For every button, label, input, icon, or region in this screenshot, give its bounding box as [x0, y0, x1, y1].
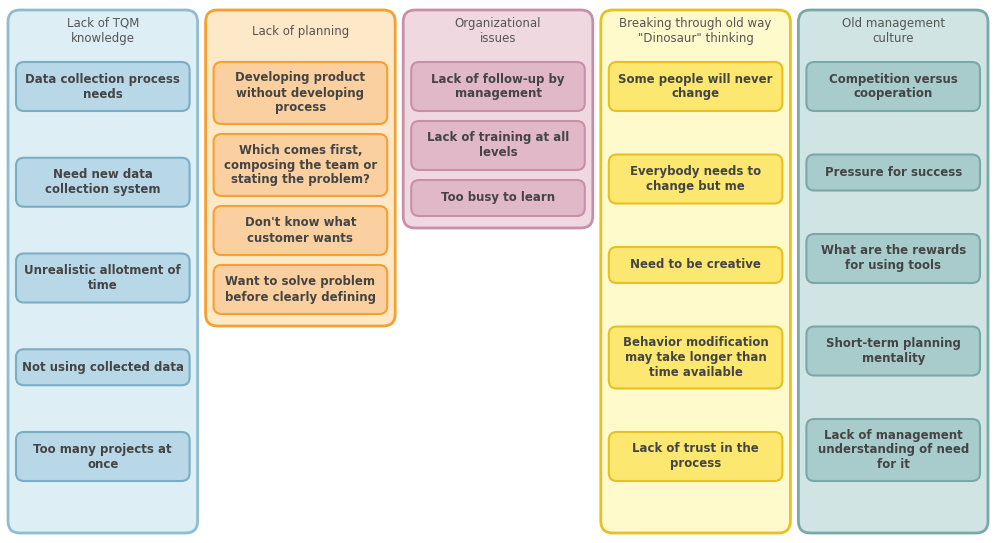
Text: Which comes first,
composing the team or
stating the problem?: Which comes first, composing the team or… — [224, 143, 377, 186]
Text: Unrealistic allotment of
time: Unrealistic allotment of time — [25, 264, 181, 292]
FancyBboxPatch shape — [609, 432, 783, 481]
Text: Organizational
issues: Organizational issues — [455, 17, 541, 45]
FancyBboxPatch shape — [411, 121, 585, 170]
FancyBboxPatch shape — [411, 62, 585, 111]
Text: Not using collected data: Not using collected data — [22, 361, 184, 374]
Text: Lack of management
understanding of need
for it: Lack of management understanding of need… — [818, 428, 969, 471]
Text: Lack of trust in the
process: Lack of trust in the process — [632, 443, 759, 470]
FancyBboxPatch shape — [16, 349, 189, 385]
Text: Short-term planning
mentality: Short-term planning mentality — [826, 337, 960, 365]
Text: Want to solve problem
before clearly defining: Want to solve problem before clearly def… — [225, 275, 375, 304]
FancyBboxPatch shape — [799, 10, 988, 533]
Text: Breaking through old way
"Dinosaur" thinking: Breaking through old way "Dinosaur" thin… — [620, 17, 772, 45]
FancyBboxPatch shape — [213, 206, 387, 255]
Text: Everybody needs to
change but me: Everybody needs to change but me — [630, 165, 761, 193]
Text: Some people will never
change: Some people will never change — [619, 73, 773, 100]
FancyBboxPatch shape — [16, 62, 189, 111]
Text: Too busy to learn: Too busy to learn — [441, 192, 555, 205]
Text: Too many projects at
once: Too many projects at once — [34, 443, 172, 470]
FancyBboxPatch shape — [213, 134, 387, 196]
FancyBboxPatch shape — [609, 247, 783, 283]
Text: Lack of follow-up by
management: Lack of follow-up by management — [431, 73, 565, 100]
Text: Lack of training at all
levels: Lack of training at all levels — [427, 131, 569, 160]
FancyBboxPatch shape — [609, 326, 783, 388]
Text: Developing product
without developing
process: Developing product without developing pr… — [235, 72, 366, 115]
FancyBboxPatch shape — [807, 234, 980, 283]
Text: Don't know what
customer wants: Don't know what customer wants — [245, 217, 357, 244]
FancyBboxPatch shape — [8, 10, 197, 533]
FancyBboxPatch shape — [807, 419, 980, 481]
Text: Data collection process
needs: Data collection process needs — [25, 73, 180, 100]
FancyBboxPatch shape — [807, 155, 980, 191]
FancyBboxPatch shape — [609, 155, 783, 204]
FancyBboxPatch shape — [16, 432, 189, 481]
FancyBboxPatch shape — [807, 326, 980, 376]
FancyBboxPatch shape — [16, 254, 189, 302]
Text: Lack of TQM
knowledge: Lack of TQM knowledge — [67, 17, 139, 45]
FancyBboxPatch shape — [213, 62, 387, 124]
Text: Competition versus
cooperation: Competition versus cooperation — [829, 73, 957, 100]
Text: Lack of planning: Lack of planning — [252, 24, 349, 37]
FancyBboxPatch shape — [807, 62, 980, 111]
Text: Need to be creative: Need to be creative — [630, 258, 761, 272]
Text: What are the rewards
for using tools: What are the rewards for using tools — [821, 244, 966, 273]
Text: Old management
culture: Old management culture — [842, 17, 945, 45]
FancyBboxPatch shape — [205, 10, 395, 326]
Text: Pressure for success: Pressure for success — [825, 166, 962, 179]
FancyBboxPatch shape — [213, 265, 387, 314]
Text: Need new data
collection system: Need new data collection system — [45, 168, 160, 196]
FancyBboxPatch shape — [609, 62, 783, 111]
FancyBboxPatch shape — [601, 10, 791, 533]
FancyBboxPatch shape — [16, 158, 189, 207]
Text: Behavior modification
may take longer than
time available: Behavior modification may take longer th… — [622, 336, 769, 379]
FancyBboxPatch shape — [411, 180, 585, 216]
FancyBboxPatch shape — [403, 10, 593, 228]
